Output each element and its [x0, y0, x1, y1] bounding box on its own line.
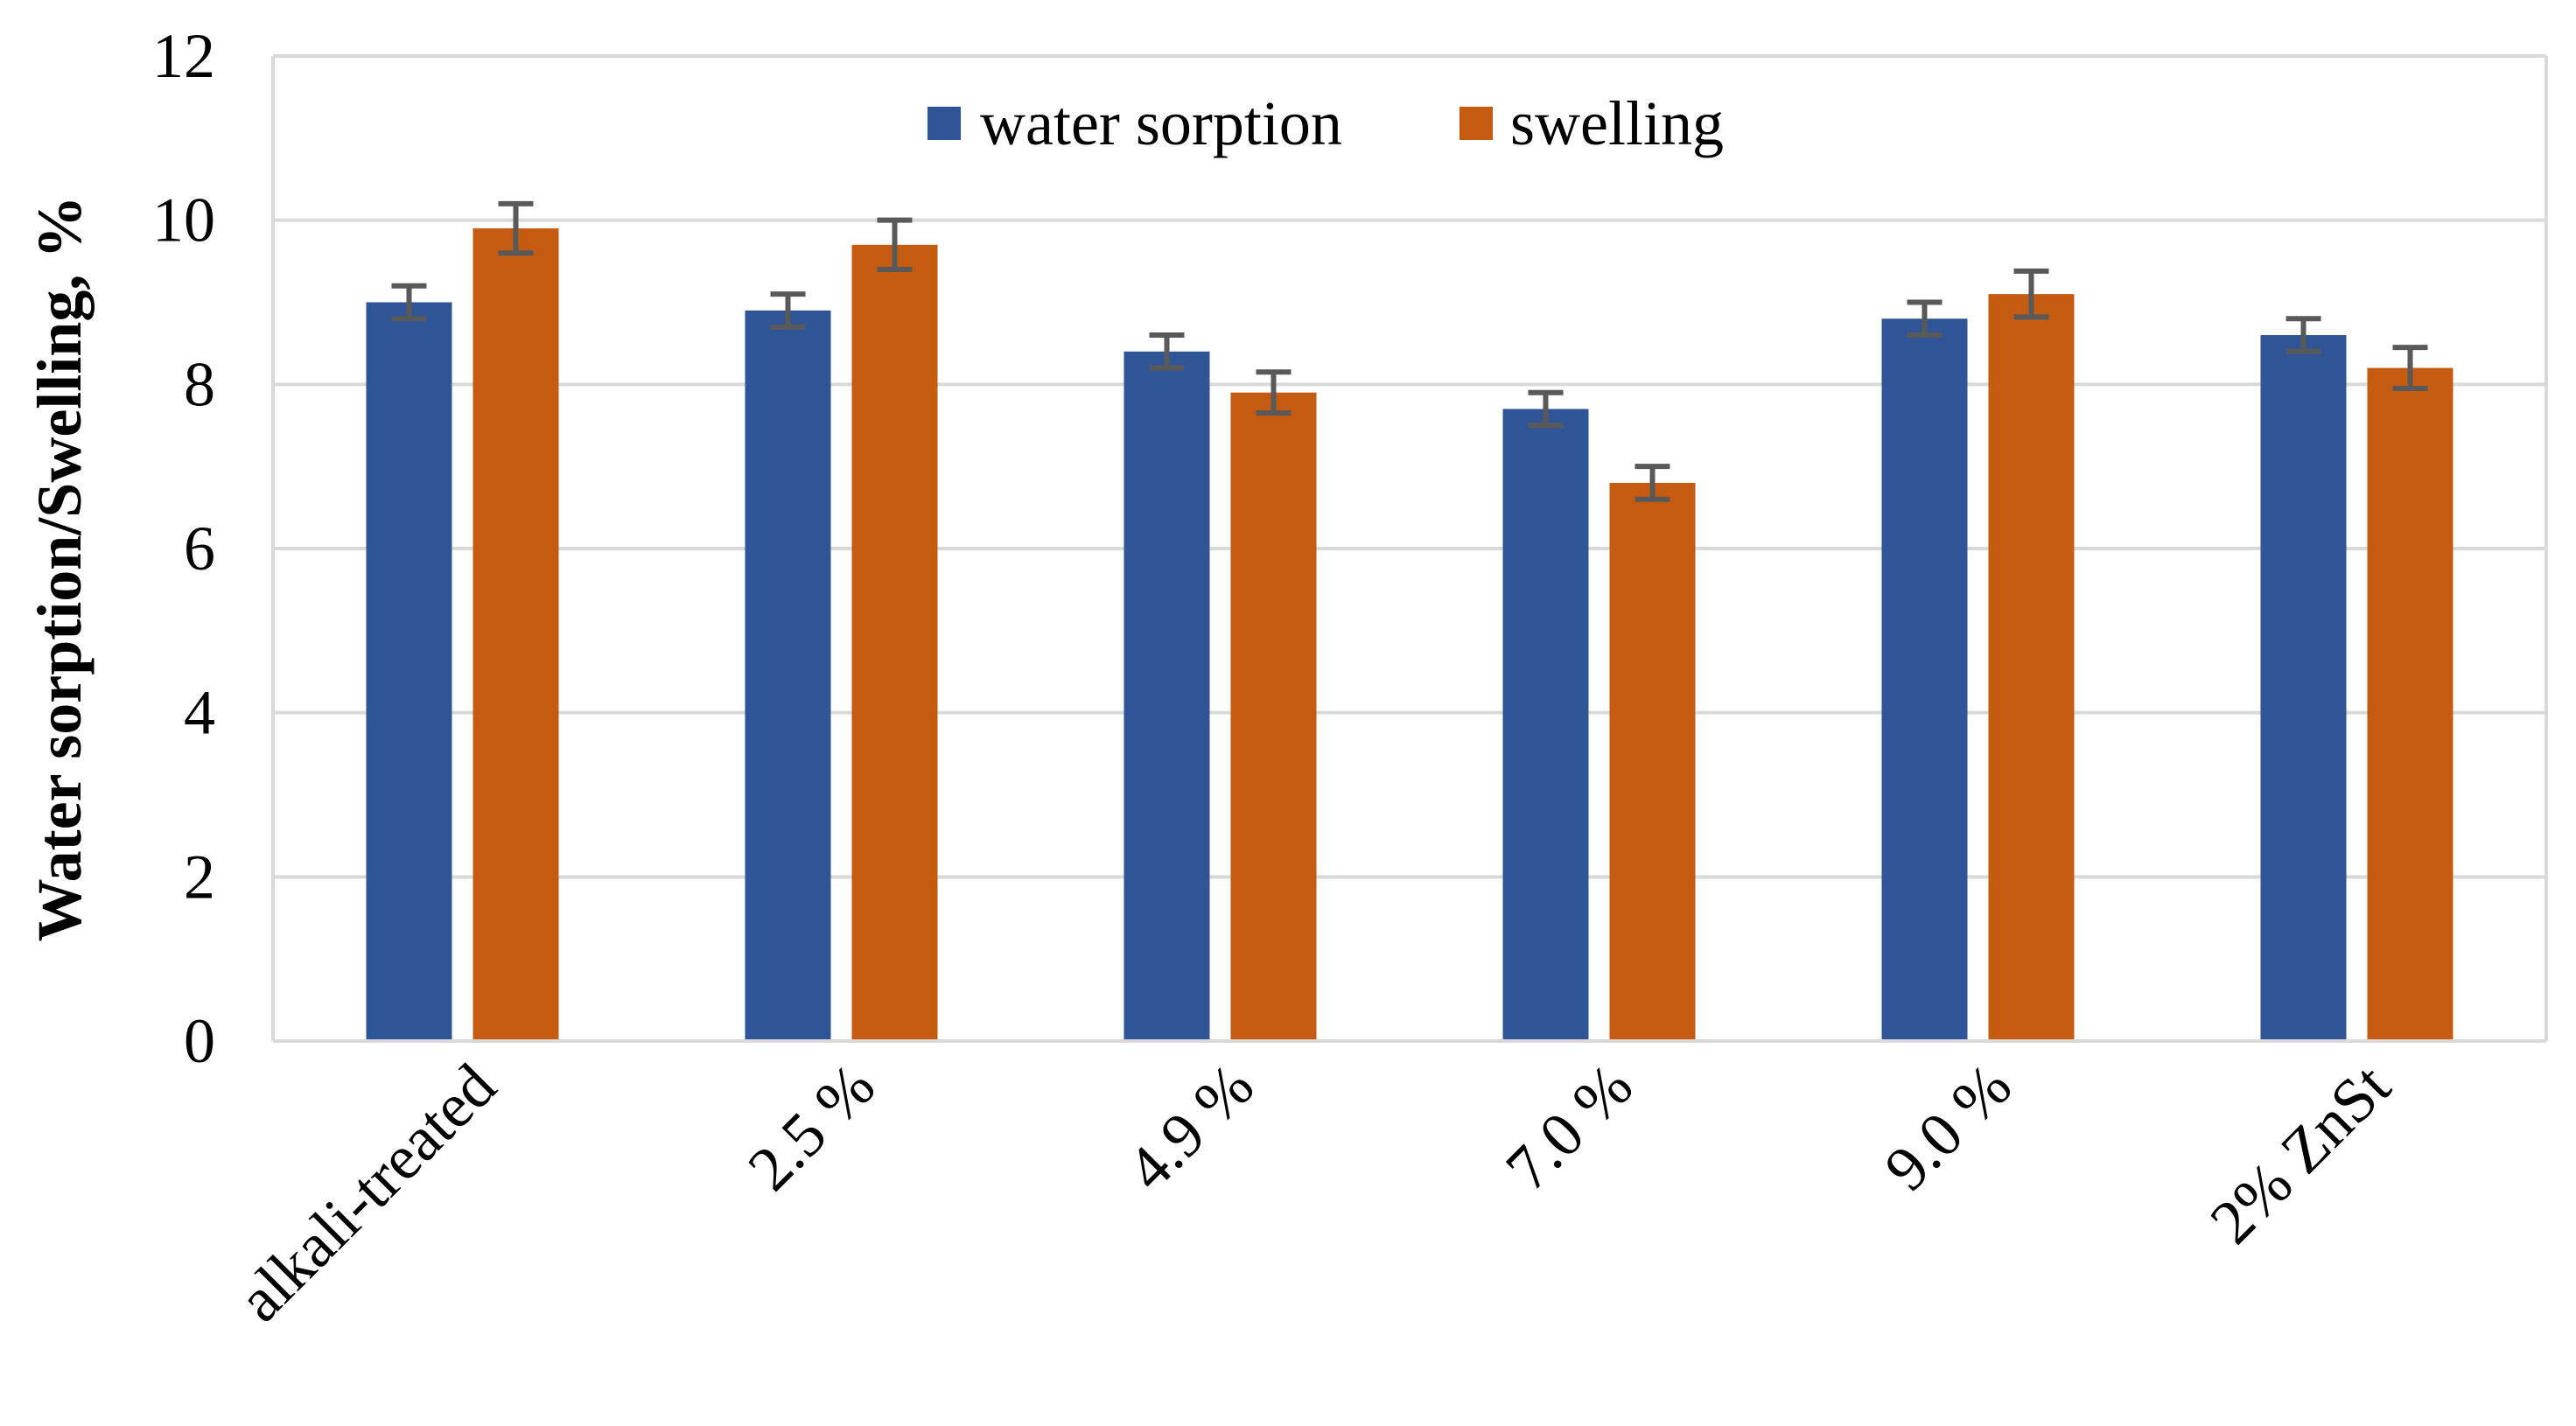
legend-label-swelling: swelling	[1510, 88, 1724, 158]
legend-swatch-swelling	[1460, 107, 1493, 140]
y-axis-title: Water sorption/Swelling, %	[24, 196, 94, 942]
gridlines	[273, 54, 2546, 879]
error-bar-swelling	[1634, 464, 1670, 502]
bar-swelling	[472, 228, 559, 1041]
legend-swatch-water-sorption	[928, 107, 961, 140]
error-bar-swelling	[2013, 268, 2049, 320]
error-bar-swelling	[498, 200, 534, 256]
x-tick-label: 9.0 %	[1871, 1051, 2024, 1204]
bar-water-sorption	[1502, 409, 1589, 1041]
legend: water sorption swelling	[928, 88, 1724, 158]
y-tick-label: 4	[184, 678, 215, 748]
y-tick-label: 2	[184, 842, 215, 912]
bar-water-sorption	[745, 310, 831, 1042]
error-bar-water-sorption	[1149, 332, 1185, 371]
legend-label-water-sorption: water sorption	[980, 88, 1342, 158]
bar-swelling	[1230, 392, 1317, 1041]
error-bar-swelling	[2392, 345, 2428, 392]
x-tick-label: 2% ZnSt	[2197, 1051, 2404, 1257]
bar-water-sorption	[2260, 335, 2347, 1041]
y-tick-label: 0	[184, 1006, 215, 1076]
bar-swelling	[851, 244, 938, 1042]
error-bar-water-sorption	[770, 291, 806, 330]
axes	[271, 54, 2548, 1043]
x-tick-label: alkali-treated	[225, 1051, 509, 1335]
error-bar-water-sorption	[1528, 389, 1564, 429]
bar-swelling	[1988, 294, 2075, 1041]
bars	[366, 228, 2454, 1042]
bar-water-sorption	[366, 302, 452, 1041]
y-tick-label: 6	[184, 514, 215, 584]
error-bar-water-sorption	[2286, 316, 2321, 354]
y-tick-label: 12	[152, 21, 215, 91]
error-bar-water-sorption	[391, 283, 427, 322]
y-tick-labels: 0 2 4 6 8 10 12	[152, 21, 215, 1076]
error-bar-swelling	[1256, 369, 1292, 416]
error-bar-swelling	[877, 217, 913, 272]
bar-swelling	[2367, 367, 2454, 1042]
y-tick-label: 8	[184, 349, 215, 419]
x-tick-label: 2.5 %	[734, 1051, 887, 1204]
x-tick-label: 4.9 %	[1113, 1051, 1266, 1204]
x-tick-label: 7.0 %	[1492, 1051, 1645, 1204]
error-bar-water-sorption	[1907, 299, 1942, 339]
error-bars	[391, 200, 2428, 502]
bar-water-sorption	[1881, 318, 1968, 1041]
bar-swelling	[1609, 482, 1696, 1041]
x-tick-labels: alkali-treated 2.5 % 4.9 % 7.0 % 9.0 % 2% ZnS…	[225, 1051, 2404, 1335]
bar-water-sorption	[1124, 351, 1210, 1041]
y-tick-label: 10	[152, 185, 215, 255]
